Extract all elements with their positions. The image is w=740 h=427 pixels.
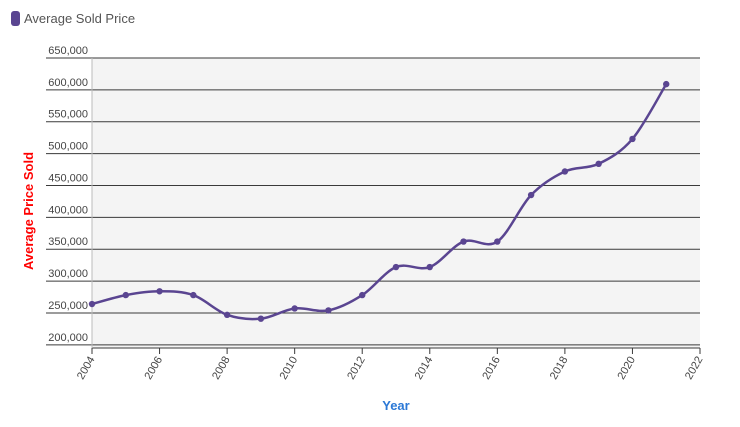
legend-label: Average Sold Price	[24, 11, 136, 26]
x-tick-label: 2004	[75, 355, 98, 382]
data-point[interactable]	[527, 191, 535, 199]
x-tick-labels: 2004 2006 2008 2010 2012 2014 2016 2018 2020 2022	[75, 355, 706, 382]
y-tick-labels: 200,000 250,000 300,000 350,000 400,000 450,0…	[48, 45, 88, 344]
y-tick-label: 450,000	[48, 172, 88, 184]
data-point[interactable]	[88, 300, 96, 308]
data-point[interactable]	[359, 291, 366, 299]
y-tick-label: 400,000	[48, 204, 88, 216]
y-tick-label: 350,000	[48, 236, 88, 248]
data-point[interactable]	[291, 305, 298, 312]
data-point[interactable]	[426, 263, 433, 271]
x-tick-label: 2008	[210, 355, 233, 382]
y-tick-label: 300,000	[48, 268, 88, 280]
data-point[interactable]	[561, 168, 569, 175]
data-point[interactable]	[156, 288, 163, 295]
data-point[interactable]	[629, 135, 636, 143]
data-point[interactable]	[460, 238, 467, 245]
y-tick-label: 250,000	[48, 300, 88, 312]
x-tick-label: 2018	[548, 355, 571, 382]
data-point[interactable]	[595, 160, 602, 168]
data-point[interactable]	[325, 307, 332, 314]
y-tick-label: 200,000	[48, 332, 88, 344]
grid-lines	[46, 57, 700, 346]
y-tick-label: 500,000	[48, 141, 88, 153]
x-tick-label: 2010	[278, 355, 301, 382]
y-tick-label: 550,000	[48, 109, 88, 121]
y-axis-label: Average Price Sold	[21, 152, 36, 270]
y-tick-label: 650,000	[48, 45, 88, 57]
x-tick-label: 2016	[480, 355, 503, 382]
x-axis-label: Year	[382, 398, 409, 413]
data-points	[88, 80, 670, 322]
data-point[interactable]	[494, 238, 501, 245]
data-point[interactable]	[122, 291, 129, 299]
x-tick-label: 2006	[143, 355, 166, 382]
data-point[interactable]	[223, 311, 231, 319]
x-tick-label: 2014	[413, 355, 436, 382]
plot-background	[92, 58, 700, 348]
x-tick-label: 2022	[683, 355, 706, 382]
legend[interactable]: Average Sold Price	[11, 11, 135, 26]
data-point[interactable]	[392, 263, 400, 271]
x-axis	[91, 58, 701, 354]
data-point[interactable]	[663, 80, 670, 88]
x-tick-label: 2012	[345, 355, 368, 382]
legend-swatch	[11, 11, 20, 26]
data-point[interactable]	[190, 291, 197, 299]
y-tick-label: 600,000	[48, 77, 88, 89]
x-tick-label: 2020	[615, 355, 638, 382]
data-point[interactable]	[257, 315, 265, 322]
